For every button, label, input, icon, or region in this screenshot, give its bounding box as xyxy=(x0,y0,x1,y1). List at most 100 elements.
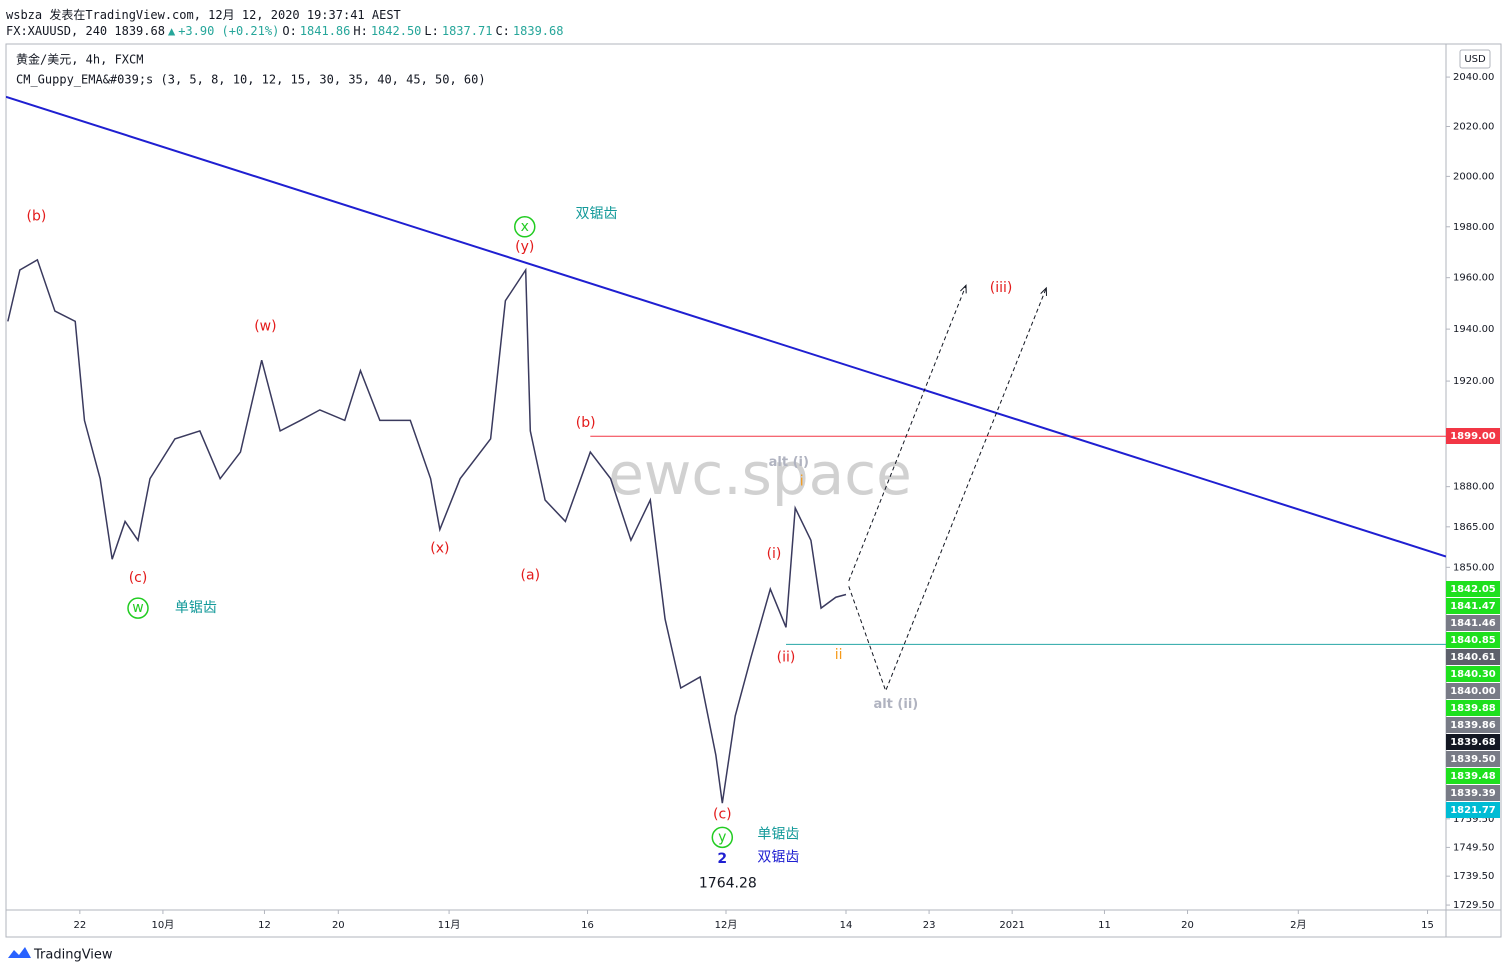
y-tick-label: 1940.00 xyxy=(1453,324,1494,335)
price-tag xyxy=(1446,581,1500,597)
footer-brand: TradingView xyxy=(33,948,113,963)
ohlc-part: C: xyxy=(495,24,510,38)
x-tick-label: 14 xyxy=(840,920,853,931)
x-tick-label: 16 xyxy=(581,920,594,931)
price-tag xyxy=(1446,632,1500,648)
y-tick-label: 2040.00 xyxy=(1453,72,1494,83)
annotation: (iii) xyxy=(990,280,1013,296)
annotation: 2 xyxy=(717,851,727,867)
x-tick-label: 10月 xyxy=(152,919,175,931)
ohlc-part: L: xyxy=(424,24,439,38)
annotation: 1764.28 xyxy=(699,875,757,891)
ohlc-part: O: xyxy=(282,24,297,38)
x-tick-label: 15 xyxy=(1421,920,1434,931)
annotation: w xyxy=(132,600,143,616)
price-line xyxy=(7,258,847,804)
annotation-circle xyxy=(711,826,734,849)
price-tag xyxy=(1446,666,1500,682)
x-tick-label: 11 xyxy=(1098,920,1111,931)
price-tag-label: 1841.46 xyxy=(1450,618,1496,629)
legend-symbol: 黄金/美元, 4h, FXCM xyxy=(16,52,143,67)
annotation: (b) xyxy=(576,415,596,431)
watermark: ewc.space xyxy=(608,440,912,508)
price-tag-label: 1839.68 xyxy=(1450,737,1496,748)
annotation: alt (ii) xyxy=(873,697,918,712)
price-tag xyxy=(1446,683,1500,699)
price-tag xyxy=(1446,700,1500,716)
price-tag-label: 1839.48 xyxy=(1450,771,1496,782)
y-tick-label: 1865.00 xyxy=(1453,522,1494,533)
ohlc-part: +3.90 (+0.21%) xyxy=(178,24,280,38)
y-tick-label: 2020.00 xyxy=(1453,121,1494,132)
currency-box xyxy=(1459,49,1491,69)
price-tag-label: 1899.00 xyxy=(1450,431,1496,442)
price-tag-label: 1839.39 xyxy=(1450,788,1496,799)
projection xyxy=(848,287,1047,693)
price-tag xyxy=(1446,598,1500,614)
annotation: y xyxy=(718,829,726,845)
annotation: (c) xyxy=(129,570,148,586)
ohlc-part: 1839.68 xyxy=(512,24,564,38)
x-tick-label: 23 xyxy=(923,920,936,931)
frame xyxy=(5,43,1502,938)
annotation-circle xyxy=(127,597,149,619)
price-tag xyxy=(1446,751,1500,767)
y-tick-label: 1960.00 xyxy=(1453,273,1494,284)
y-tick-label: 1850.00 xyxy=(1453,562,1494,573)
x-tick-label: 12 xyxy=(258,920,271,931)
annotation-circle xyxy=(514,216,536,238)
annotation: 单锯齿 xyxy=(757,827,799,843)
price-tag-label: 1842.05 xyxy=(1450,584,1496,595)
x-tick-label: 2021 xyxy=(999,920,1024,931)
y-tick-label: 1920.00 xyxy=(1453,376,1494,387)
annotation: 双锯齿 xyxy=(576,206,618,222)
annotation: 单锯齿 xyxy=(175,600,217,616)
tv-logo xyxy=(8,947,31,958)
price-tag xyxy=(1446,428,1500,444)
annotation: (ii) xyxy=(777,650,796,666)
price-tag-label: 1840.30 xyxy=(1450,669,1496,680)
price-tag-label: 1839.88 xyxy=(1450,703,1496,714)
price-tag-label: 1839.86 xyxy=(1450,720,1496,731)
annotation: (a) xyxy=(521,567,541,583)
x-tick-label: 20 xyxy=(332,920,345,931)
annotation: ii xyxy=(835,647,843,663)
annotation: i xyxy=(800,473,804,489)
annotation: (w) xyxy=(254,319,276,335)
x-tick-label: 11月 xyxy=(438,919,461,931)
ohlc-part: H: xyxy=(353,24,368,38)
y-tick-label: 2000.00 xyxy=(1453,171,1494,182)
y-tick-label: 1739.50 xyxy=(1453,871,1494,882)
annotation: (i) xyxy=(767,546,782,562)
annotation: (y) xyxy=(515,239,534,255)
annotation: 双锯齿 xyxy=(757,849,799,865)
x-tick-label: 20 xyxy=(1181,920,1194,931)
projection xyxy=(848,285,967,582)
price-tag-label: 1821.77 xyxy=(1450,805,1496,816)
arrow-head xyxy=(960,284,967,294)
ohlc-part: 1837.71 xyxy=(441,24,493,38)
x-tick-label: 22 xyxy=(73,920,86,931)
currency: USD xyxy=(1464,54,1486,65)
price-tag-label: 1840.61 xyxy=(1450,652,1496,663)
arrow-head xyxy=(1040,286,1047,296)
price-tag-label: 1840.85 xyxy=(1450,635,1496,646)
annotation: (b) xyxy=(27,209,47,225)
publish-line: wsbza 发表在TradingView.com, 12月 12, 2020 1… xyxy=(6,8,401,22)
trend-line xyxy=(6,95,1446,558)
ohlc-line: FX:XAUUSD, 240 1839.68 ▲ +3.90 (+0.21%) O: 1… xyxy=(6,24,566,38)
y-tick-label: 1759.50 xyxy=(1453,814,1494,825)
ohlc-part: 1841.86 xyxy=(299,24,351,38)
price-tag xyxy=(1446,649,1500,665)
price-tag xyxy=(1446,717,1500,733)
price-tag-label: 1841.47 xyxy=(1450,601,1496,612)
ohlc-part: 1842.50 xyxy=(370,24,422,38)
legend-indicator: CM_Guppy_EMA&#039;s (3, 5, 8, 10, 12, 15… xyxy=(16,73,486,87)
y-tick-label: 1729.50 xyxy=(1453,900,1494,911)
x-tick-label: 12月 xyxy=(715,919,738,931)
annotation: (x) xyxy=(430,540,449,556)
annotation: (c) xyxy=(713,807,732,823)
ohlc-part: ▲ xyxy=(167,24,176,38)
